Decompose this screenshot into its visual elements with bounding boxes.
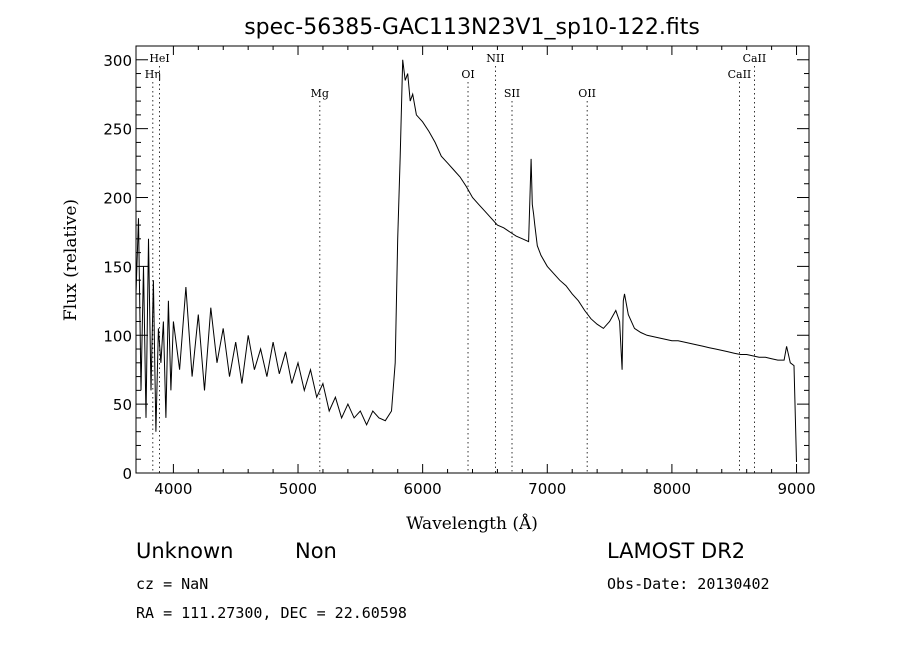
x-tick-label: 8000 (653, 480, 691, 498)
spectral-line-label: CaII (728, 68, 752, 81)
x-tick-label: 9000 (777, 480, 815, 498)
y-tick-label: 300 (103, 52, 132, 70)
spectral-line-label: CaII (743, 52, 767, 65)
y-axis-label: Flux (relative) (61, 199, 81, 321)
survey-label: LAMOST DR2 (607, 539, 746, 563)
spectral-line-label: Mg (311, 87, 329, 100)
plot-frame (135, 45, 810, 474)
y-tick-label: 0 (122, 465, 132, 483)
y-tick-label: 250 (103, 121, 132, 139)
y-tick-label: 150 (103, 258, 132, 276)
spectral-line-markers: HeI Hη Mg OI NII SII OII CaII CaII (145, 52, 767, 473)
subclass-label: Non (295, 539, 337, 563)
spectral-line-label: NII (486, 52, 504, 65)
spectral-line-label: HeI (149, 52, 169, 65)
spectral-line-label: OI (461, 68, 474, 81)
x-tick-label: 6000 (404, 480, 442, 498)
spectral-line-label: OII (578, 87, 596, 100)
spectral-line-label: SII (504, 87, 520, 100)
y-tick-label: 50 (113, 396, 132, 414)
y-tick-label: 100 (103, 327, 132, 345)
cz-value: cz = NaN (136, 575, 209, 593)
coordinates: RA = 111.27300, DEC = 22.60598 (136, 604, 407, 622)
x-tick-label: 4000 (154, 480, 192, 498)
class-label: Unknown (136, 539, 234, 563)
spectrum-series-line (135, 59, 797, 463)
x-tick-label: 7000 (528, 480, 566, 498)
chart-title: spec-56385-GAC113N23V1_sp10-122.fits (244, 15, 700, 40)
x-axis-label: Wavelength (Å) (406, 513, 538, 534)
spectral-line-label: Hη (145, 68, 161, 81)
axis-ticks: 4000 5000 6000 7000 8000 9000 0 50 100 150 200 250 3… (103, 46, 816, 498)
y-tick-label: 200 (103, 190, 132, 208)
obs-date: Obs-Date: 20130402 (607, 575, 770, 593)
x-tick-label: 5000 (279, 480, 317, 498)
